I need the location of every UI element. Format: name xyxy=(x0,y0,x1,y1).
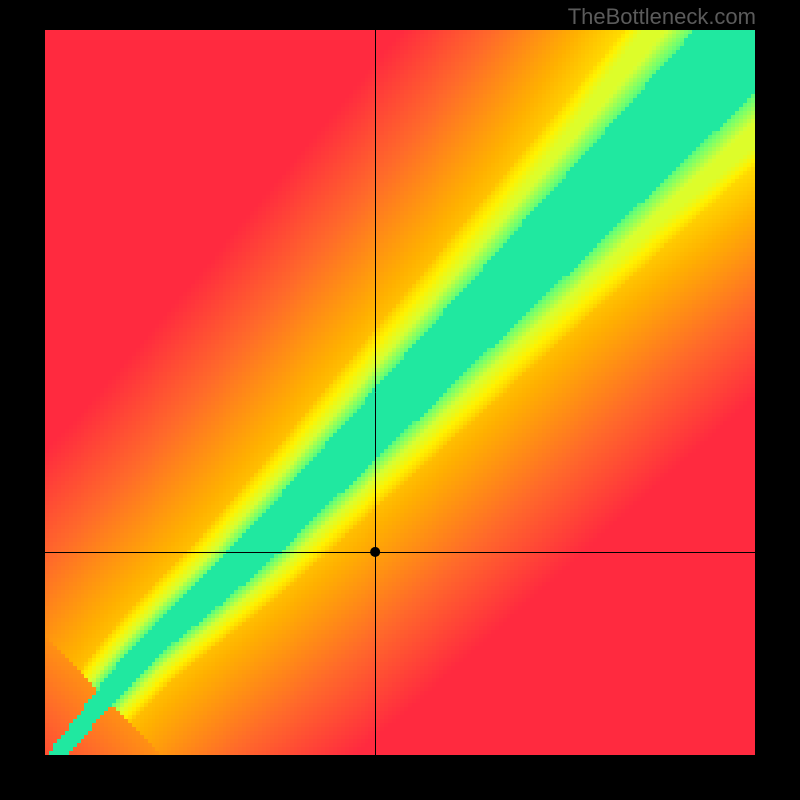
chart-container: TheBottleneck.com xyxy=(0,0,800,800)
crosshair-overlay xyxy=(45,30,755,755)
plot-area xyxy=(45,30,755,755)
watermark-text: TheBottleneck.com xyxy=(568,4,756,30)
